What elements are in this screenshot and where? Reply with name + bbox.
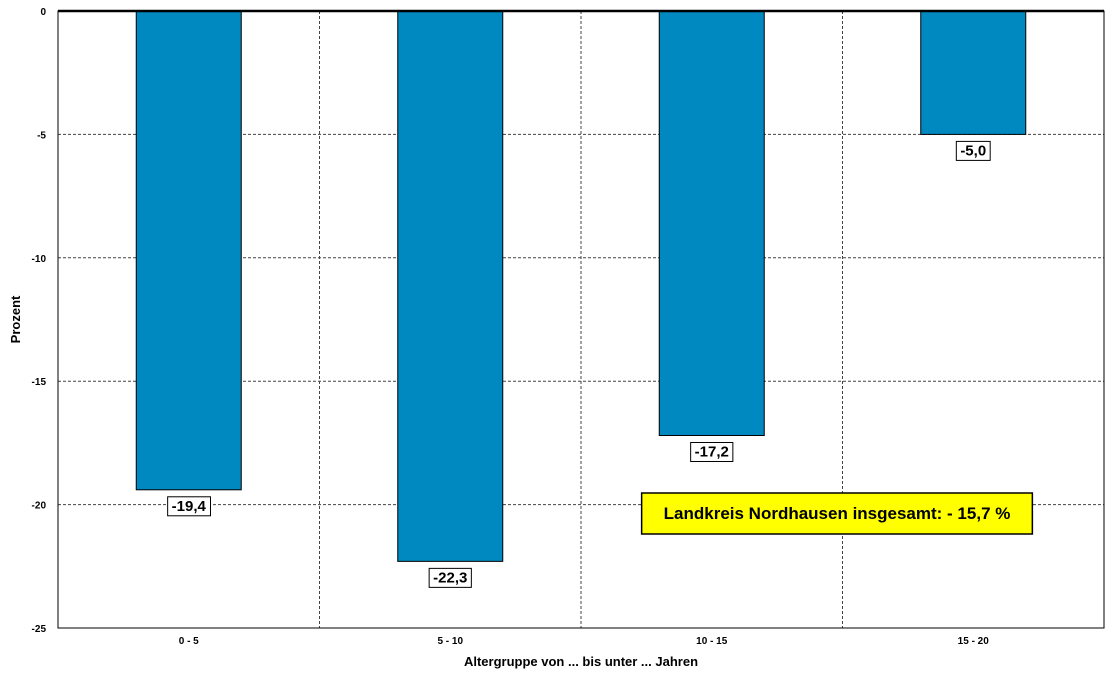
bar — [658, 10, 765, 436]
x-axis-title: Altergruppe von ... bis unter ... Jahren — [464, 654, 698, 669]
data-label-box — [428, 567, 472, 588]
bars — [135, 10, 1027, 562]
x-tick-label: 0 - 5 — [179, 636, 199, 647]
total-annotation-text: Landkreis Nordhausen insgesamt: - 15,7 % — [664, 504, 1011, 523]
x-axis-ticks: 0 - 5 5 - 10 10 - 15 15 - 20 — [179, 636, 990, 647]
x-tick-label: 15 - 20 — [958, 636, 990, 647]
y-tick-label: -15 — [32, 377, 47, 388]
y-axis-ticks: 0 -5 -10 -15 -20 -25 — [32, 7, 47, 635]
y-tick-label: -25 — [32, 624, 47, 635]
bar — [135, 10, 242, 491]
data-label-text: -17,2 — [695, 443, 729, 460]
bar — [920, 10, 1027, 135]
data-label-box — [690, 441, 734, 462]
plot-frame — [57, 10, 1105, 629]
x-tick-label: 10 - 15 — [696, 636, 728, 647]
data-label-box — [167, 496, 211, 517]
data-label-text: -5,0 — [960, 142, 986, 159]
data-label-box — [955, 140, 991, 161]
data-label-text: -19,4 — [172, 498, 207, 515]
y-axis-title: Prozent — [8, 295, 23, 343]
total-annotation-box — [640, 492, 1034, 535]
data-label: -17,2 — [690, 441, 734, 462]
data-label: -19,4 — [167, 496, 211, 517]
total-annotation: Landkreis Nordhausen insgesamt: - 15,7 % — [640, 492, 1034, 535]
bar — [397, 10, 504, 562]
y-tick-label: -5 — [37, 130, 46, 141]
data-label: -5,0 — [955, 140, 991, 161]
x-tick-label: 5 - 10 — [437, 636, 463, 647]
data-label-text: -22,3 — [433, 569, 467, 586]
data-label: -22,3 — [428, 567, 472, 588]
y-tick-label: 0 — [40, 7, 46, 18]
y-tick-label: -20 — [32, 501, 47, 512]
data-labels: -19,4 -22,3 -17,2 -5,0 — [167, 140, 991, 588]
y-tick-label: -10 — [32, 254, 47, 265]
